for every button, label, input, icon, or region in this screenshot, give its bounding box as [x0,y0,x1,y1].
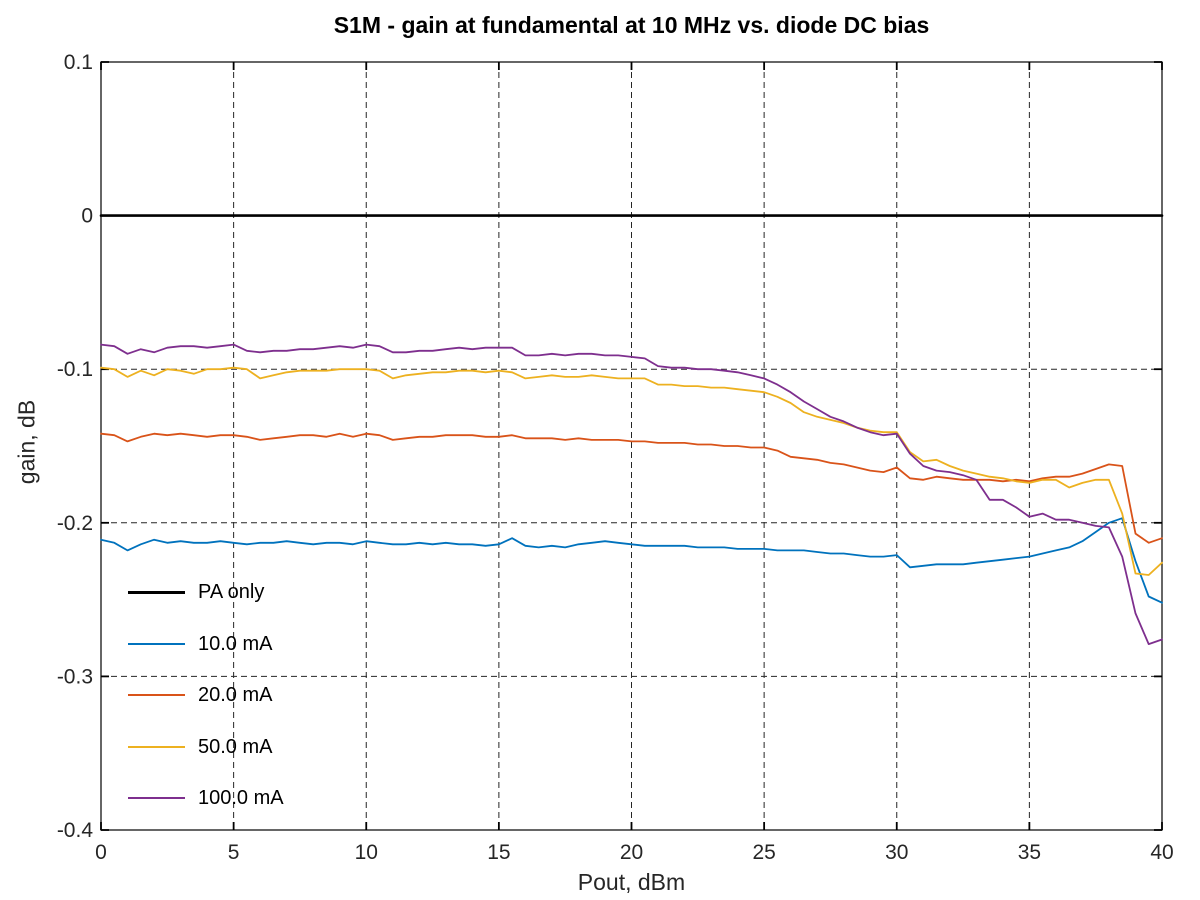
x-tick-label: 20 [620,841,643,864]
x-axis-label: Pout, dBm [577,869,686,895]
y-tick-label: -0.2 [57,512,93,535]
x-tick-label: 0 [95,841,107,864]
series-line-100-0-ma [100,343,1163,645]
x-tick-label: 25 [752,841,775,864]
x-tick-label: 35 [1018,841,1041,864]
y-tick-label: 0.1 [64,51,93,74]
series-line-20-0-ma [100,432,1163,544]
series-line-50-0-ma [100,366,1163,576]
y-tick-label: -0.1 [57,358,93,381]
x-tick-label: 10 [355,841,378,864]
x-tick-label: 5 [228,841,240,864]
y-tick-label: -0.4 [57,819,94,842]
x-tick-label: 15 [487,841,510,864]
x-tick-label: 40 [1150,841,1173,864]
y-tick-label: 0 [81,205,93,228]
chart-title: S1M - gain at fundamental at 10 MHz vs. … [333,12,930,38]
x-tick-label: 30 [885,841,908,864]
series-line-10-0-ma [100,517,1163,604]
y-tick-label: -0.3 [57,665,93,688]
